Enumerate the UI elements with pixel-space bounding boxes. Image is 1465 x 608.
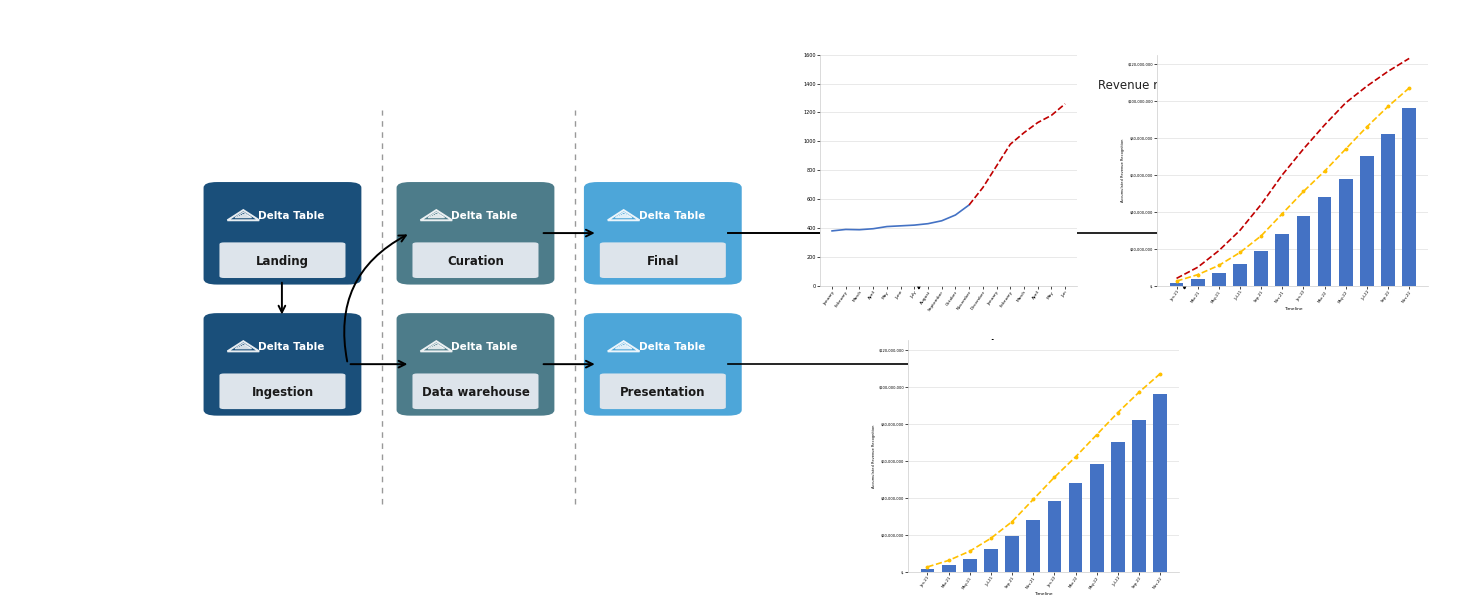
Text: Delta Table: Delta Table xyxy=(639,342,705,352)
Bar xyxy=(1402,108,1417,286)
Text: Revenue recognition report: Revenue recognition report xyxy=(911,510,1074,523)
Bar xyxy=(1276,234,1289,286)
FancyBboxPatch shape xyxy=(413,243,539,278)
Bar xyxy=(942,565,955,572)
FancyBboxPatch shape xyxy=(585,182,741,285)
Bar xyxy=(1090,465,1103,572)
Text: Curation: Curation xyxy=(447,255,504,268)
Text: Final: Final xyxy=(646,255,678,268)
FancyBboxPatch shape xyxy=(204,313,362,416)
Bar xyxy=(1317,197,1332,286)
Bar xyxy=(1027,520,1040,572)
Bar xyxy=(1005,536,1020,572)
Bar xyxy=(963,559,977,572)
Bar xyxy=(1212,273,1226,286)
Bar xyxy=(1047,501,1061,572)
FancyBboxPatch shape xyxy=(220,243,346,278)
Bar xyxy=(920,568,935,572)
Bar xyxy=(1360,156,1374,286)
FancyBboxPatch shape xyxy=(585,313,741,416)
Bar xyxy=(1339,179,1352,286)
Text: Delta Table: Delta Table xyxy=(451,342,517,352)
Text: Ingestion: Ingestion xyxy=(252,386,314,399)
FancyBboxPatch shape xyxy=(599,373,725,409)
Text: Delta Table: Delta Table xyxy=(451,211,517,221)
FancyBboxPatch shape xyxy=(599,243,725,278)
FancyBboxPatch shape xyxy=(413,373,539,409)
Bar xyxy=(1110,442,1125,572)
Bar xyxy=(1234,264,1247,286)
Text: Delta Table: Delta Table xyxy=(258,342,325,352)
FancyBboxPatch shape xyxy=(204,182,362,285)
Bar xyxy=(1068,483,1083,572)
FancyBboxPatch shape xyxy=(397,313,554,416)
Bar xyxy=(1254,250,1269,286)
FancyBboxPatch shape xyxy=(220,373,346,409)
Text: Delta Table: Delta Table xyxy=(639,211,705,221)
Text: Revenue recognition forecast: Revenue recognition forecast xyxy=(1097,78,1272,92)
Y-axis label: Accumulated Revenue Recognition: Accumulated Revenue Recognition xyxy=(872,424,876,488)
Bar xyxy=(984,550,998,572)
FancyBboxPatch shape xyxy=(397,182,554,285)
Y-axis label: Accumulated Revenue Recognition: Accumulated Revenue Recognition xyxy=(1121,139,1125,202)
Text: Presentation: Presentation xyxy=(620,386,706,399)
X-axis label: Timeline: Timeline xyxy=(1034,592,1053,596)
Text: Data warehouse: Data warehouse xyxy=(422,386,529,399)
X-axis label: Timeline: Timeline xyxy=(1283,306,1302,311)
Text: Delta Table: Delta Table xyxy=(258,211,325,221)
Bar xyxy=(1381,134,1395,286)
Bar xyxy=(1169,283,1184,286)
Text: Landing: Landing xyxy=(256,255,309,268)
Text: Sales forecast report: Sales forecast report xyxy=(857,78,980,92)
Bar xyxy=(1153,394,1168,572)
Bar xyxy=(1191,279,1204,286)
Bar xyxy=(1297,215,1310,286)
Bar xyxy=(1132,420,1146,572)
